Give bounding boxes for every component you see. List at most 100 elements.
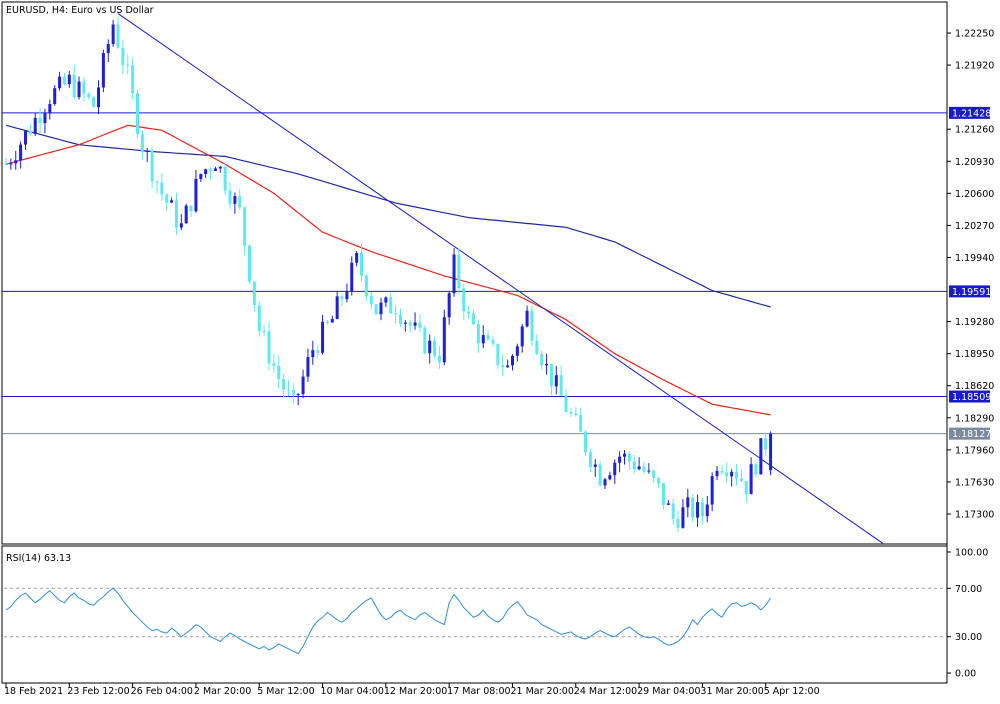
time-tick-label: 10 Mar 04:00 (321, 686, 384, 697)
candle (481, 325, 485, 349)
candle (632, 454, 636, 474)
time-tick-label: 21 Mar 20:00 (510, 686, 573, 697)
candle (549, 363, 553, 396)
price-tick-label: 1.19940 (955, 253, 994, 264)
candle-body (462, 288, 466, 312)
candle (97, 80, 101, 115)
candle-body (92, 97, 96, 108)
candle (764, 432, 768, 457)
horizontal-levels[interactable] (2, 112, 947, 435)
candle (627, 451, 631, 470)
candle (28, 123, 32, 136)
candle (209, 166, 213, 180)
candle (618, 451, 622, 473)
candle (257, 301, 261, 337)
candle-body (4, 164, 8, 166)
candle (705, 496, 709, 523)
time-tick-label: 23 Feb 12:00 (67, 686, 129, 697)
candle-body (282, 379, 286, 390)
candle (657, 477, 661, 488)
level-price-tag-text: 1.19591 (952, 287, 991, 298)
candle (691, 494, 695, 522)
candle (540, 350, 544, 370)
price-axis-ticks: 1.22250 1.21920 1.21260 1.20930 1.20600 1.202… (947, 29, 994, 521)
candle-body (374, 304, 378, 315)
time-tick-label: 2 Mar 20:00 (194, 686, 251, 697)
candle-body (764, 438, 768, 450)
candle (179, 213, 183, 231)
candle-body (218, 166, 222, 169)
candle-body (209, 169, 213, 171)
candle (135, 89, 139, 138)
candle-body (306, 357, 310, 377)
candle (720, 465, 724, 476)
candle-body (686, 497, 690, 508)
candle (437, 345, 441, 369)
candle (111, 19, 115, 47)
time-tick-label: 31 Mar 20:00 (700, 686, 763, 697)
candle-body (754, 464, 758, 475)
trendline[interactable] (117, 13, 883, 544)
candle (398, 308, 402, 327)
candle (598, 460, 602, 487)
candle-body (598, 464, 602, 486)
candle (564, 389, 568, 413)
candle-body (618, 456, 622, 463)
candle (199, 173, 203, 182)
rsi-indicator: 100.00 70.00 30.00 0.00 (4, 548, 988, 680)
candle-body (452, 254, 456, 294)
candle (14, 150, 18, 170)
candle (277, 355, 281, 389)
candle-body (418, 322, 422, 328)
candle-body (403, 322, 407, 324)
candle (515, 343, 519, 362)
candle-body (335, 296, 339, 319)
candle (145, 148, 149, 163)
candle-body (286, 389, 290, 391)
candle (744, 480, 748, 503)
candle (87, 92, 91, 100)
candle-body (121, 47, 125, 65)
price-tick-label: 1.18620 (955, 381, 994, 392)
candle (510, 354, 514, 371)
rsi-tick-label: 70.00 (955, 584, 982, 595)
candle (325, 320, 329, 325)
candle (593, 458, 597, 477)
candle (248, 244, 251, 284)
candle (554, 366, 558, 395)
candle (126, 54, 130, 75)
candle-body (666, 503, 670, 505)
candle (189, 205, 193, 217)
candle (282, 373, 286, 398)
trendline-group[interactable] (117, 13, 883, 544)
rsi-tick-label: 30.00 (955, 632, 982, 643)
candle (535, 334, 539, 356)
candle-body (652, 470, 656, 478)
candle (184, 203, 188, 224)
candle-body (170, 200, 174, 203)
candle (350, 256, 354, 296)
current-price-tag-text: 1.18127 (952, 429, 991, 440)
candle-body (131, 64, 135, 94)
candle (700, 498, 704, 525)
candle (223, 161, 227, 196)
level-price-tag-bg (949, 106, 990, 119)
candle-body (301, 376, 305, 395)
candle (501, 354, 505, 376)
candle-body (189, 205, 193, 212)
candle-body (408, 322, 412, 326)
candle-body (559, 375, 563, 396)
chart-title: EURUSD, H4: Euro vs US Dollar (6, 5, 154, 16)
candle (739, 469, 743, 482)
candle-body (389, 297, 393, 314)
candle (155, 180, 159, 194)
price-tags: 1.21428 1.19591 1.18509 1.18127 (949, 106, 991, 440)
candle (472, 309, 476, 326)
candle (160, 173, 164, 201)
candle (715, 466, 719, 481)
candle-body (223, 166, 227, 191)
candle-body (248, 245, 251, 282)
